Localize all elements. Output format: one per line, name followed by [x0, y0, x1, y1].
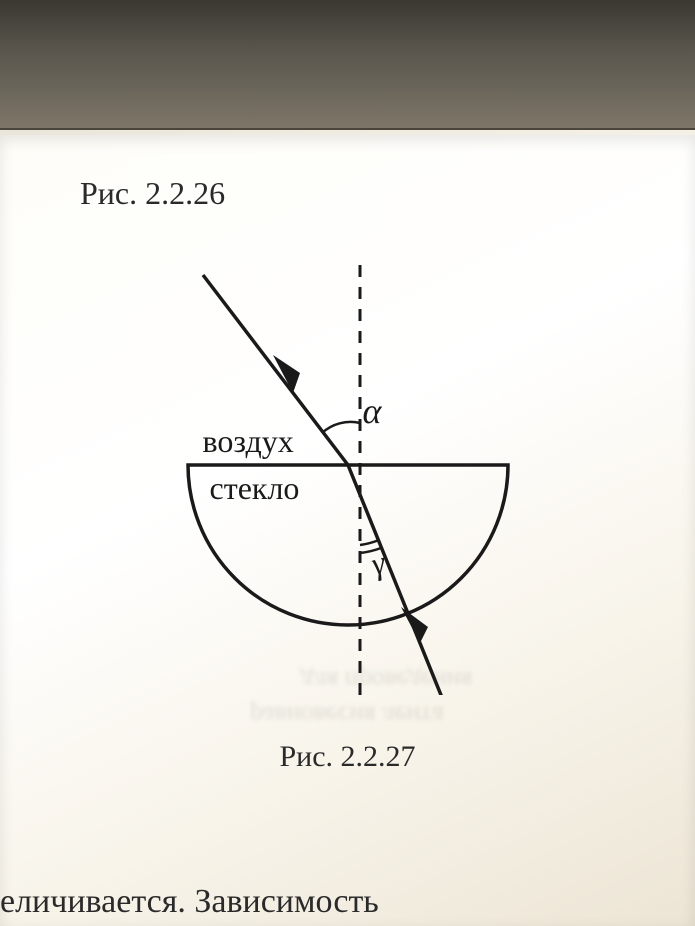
page-bottom-text-fragment: еличивается. Зависимость — [0, 883, 695, 921]
label-glass: стекло — [210, 470, 300, 507]
figure-caption-bottom: Рис. 2.2.27 — [279, 740, 415, 774]
label-air: воздух — [203, 423, 294, 460]
label-alpha: α — [363, 390, 382, 432]
bleed-through-1: для проведения — [300, 665, 472, 695]
refracted-ray — [348, 465, 443, 695]
textbook-page: Рис. 2.2.26 воздух стекло α γ для пр — [0, 135, 695, 926]
figure-caption-top: Рис. 2.2.26 — [80, 175, 225, 212]
refraction-diagram: воздух стекло α γ — [128, 255, 568, 695]
photo-dark-edge — [0, 0, 695, 130]
alpha-arc — [322, 422, 360, 433]
bleed-through-2: равновесия лента — [250, 700, 444, 730]
diagram-svg — [128, 255, 568, 695]
